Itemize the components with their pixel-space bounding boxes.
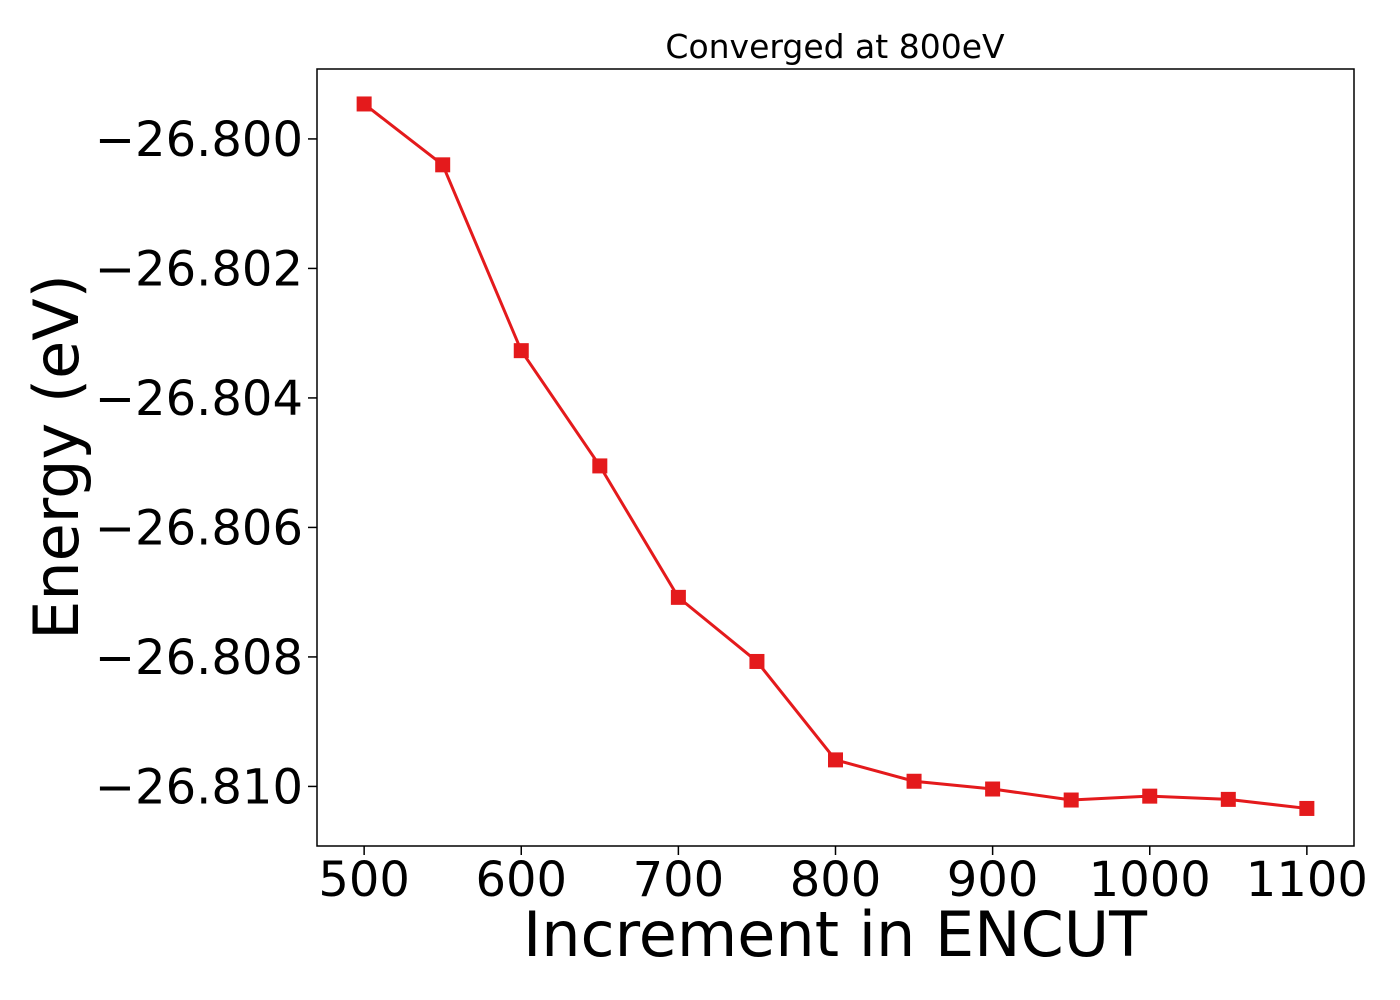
plot-area-frame [316,68,1355,847]
y-tick-label: −26.808 [95,630,303,686]
data-point [670,589,686,605]
y-tick-label: −26.800 [95,112,303,168]
y-axis: −26.800 −26.802 −26.804 −26.806 −26.808 −26.8… [95,112,317,815]
data-point [1063,792,1079,808]
data-point [985,781,1001,797]
data-point [749,653,765,669]
data-point [1299,800,1315,816]
data-point [1142,788,1158,804]
y-tick-label: −26.802 [95,241,303,297]
y-tick-label: −26.804 [95,371,303,427]
series-markers [356,96,1315,816]
x-axis: 500 600 700 800 900 1000 1100 [318,846,1368,908]
x-tick-label: 800 [790,852,882,908]
data-point [356,96,372,112]
x-tick-label: 600 [475,852,567,908]
x-tick-label: 500 [318,852,410,908]
x-axis-title: Increment in ENCUT [523,898,1148,971]
x-tick-label: 900 [947,852,1039,908]
y-tick-label: −26.810 [95,759,303,815]
data-point [435,157,451,173]
data-point [906,773,922,789]
x-tick-label: 700 [633,852,725,908]
data-point [828,752,843,768]
x-tick-label: 1100 [1246,852,1368,908]
data-point [1220,791,1236,807]
chart-title: Converged at 800eV [665,27,1005,66]
x-tick-label: 1000 [1089,852,1211,908]
data-point [513,343,529,359]
y-axis-title: Energy (eV) [20,274,93,640]
series-line [363,102,1308,810]
data-point [592,458,608,474]
y-tick-label: −26.806 [95,500,303,556]
